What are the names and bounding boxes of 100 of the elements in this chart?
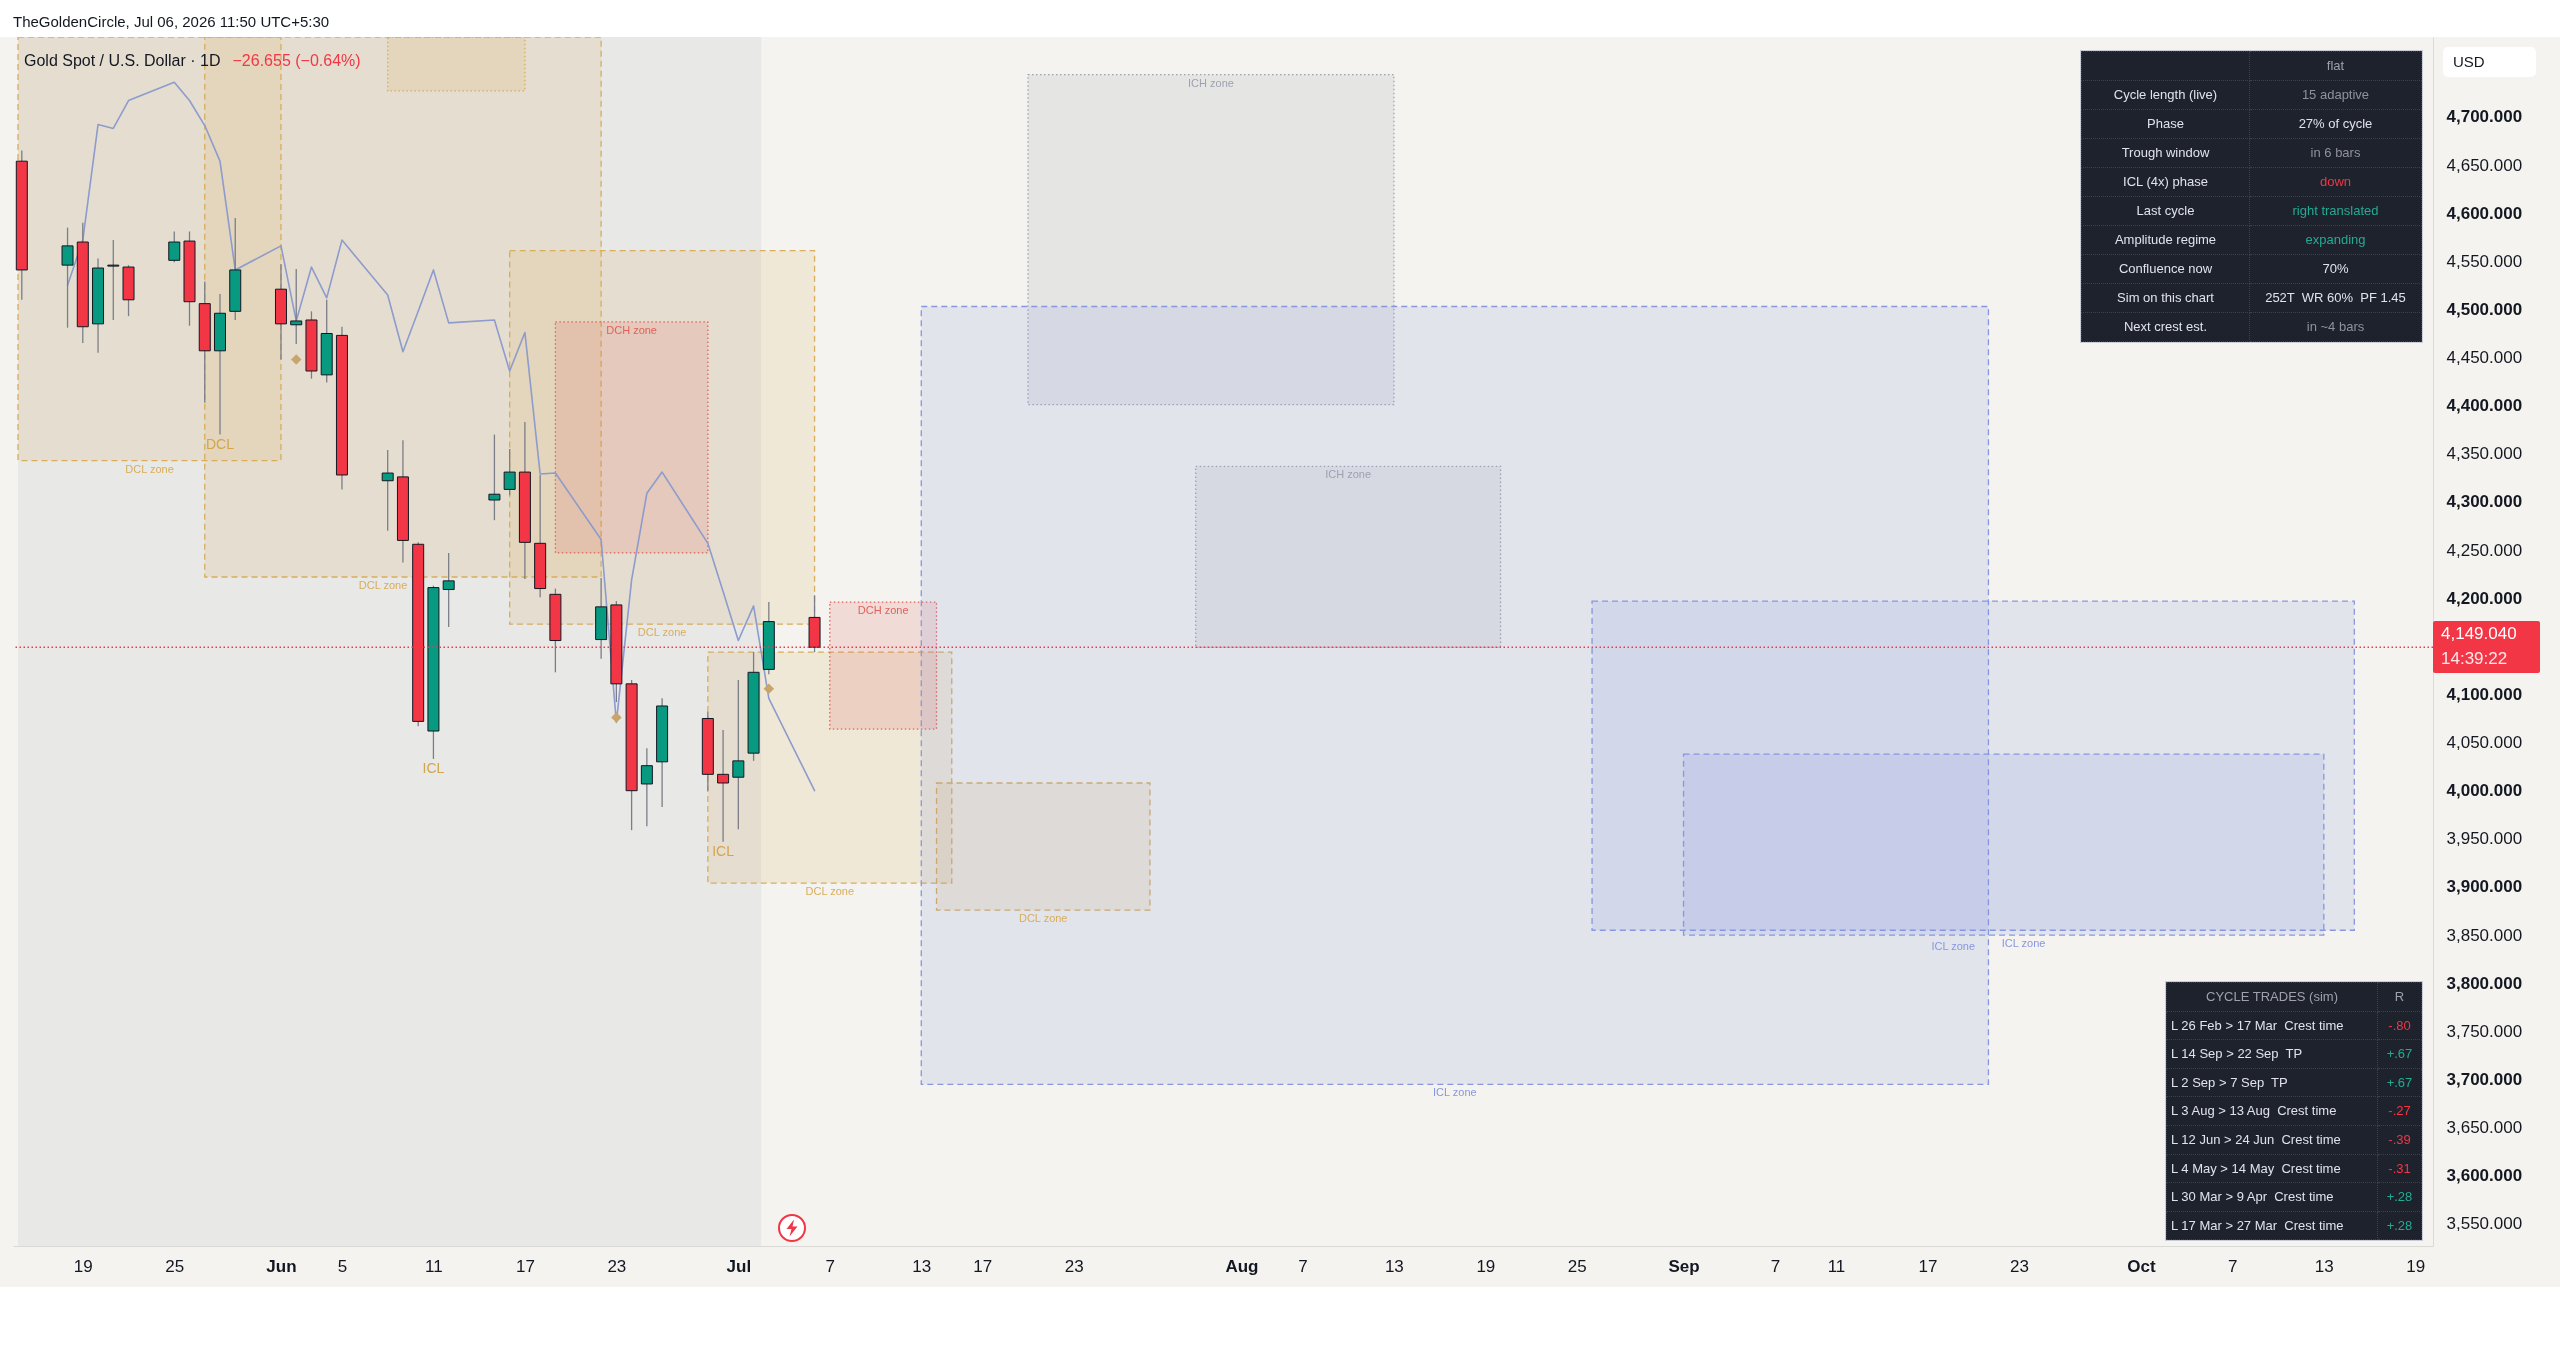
legend-label: DCL zone [358, 579, 408, 592]
legend-label: ICL zone [1931, 940, 1976, 953]
point [611, 712, 622, 723]
y-tick-label: 4,550.000 [2446, 251, 2523, 271]
text: 14:39:22 [2441, 648, 2509, 671]
text: 15 adaptive [2301, 87, 2370, 102]
category-label: L 2 Sep > 7 Sep TP [2171, 1074, 2288, 1090]
x-tick-label: Jul [726, 1256, 752, 1276]
category-label: ICL (4x) phase [2123, 174, 2208, 189]
x-tick-label: 19 [1476, 1256, 1496, 1276]
x-tick-label: 5 [337, 1256, 348, 1276]
y-tick-label: 4,050.000 [2446, 733, 2523, 753]
legend-label: DCH zone [857, 604, 909, 617]
legend-label: DCL zone [125, 462, 174, 475]
y-tick-label: 4,300.000 [2446, 492, 2523, 512]
candlestick [381, 449, 394, 532]
category-label: L 12 Jun > 24 Jun Crest time [2171, 1131, 2341, 1147]
legend-label: ICH zone [1188, 76, 1234, 89]
x-tick-label: 23 [1064, 1256, 1084, 1276]
x-tick-label: 13 [2314, 1256, 2334, 1276]
text: +.67 [2386, 1046, 2413, 1062]
x-tick-label: 25 [165, 1256, 185, 1276]
text: 70% [2322, 261, 2349, 276]
category-label: Last cycle [2136, 203, 2195, 218]
candlestick [717, 729, 730, 843]
line-series [66, 81, 816, 792]
text: +.67 [2386, 1074, 2413, 1090]
text: expanding [2305, 232, 2366, 247]
y-tick-label: 4,500.000 [2446, 299, 2523, 319]
text: -.27 [2388, 1103, 2411, 1119]
y-tick-label: 4,000.000 [2446, 781, 2523, 801]
point [763, 683, 775, 694]
y-tick-label: 4,100.000 [2446, 684, 2523, 704]
x-tick-label: 23 [2009, 1256, 2029, 1276]
text: -.80 [2388, 1017, 2411, 1033]
y-axis-title: USD [2443, 47, 2536, 77]
text: -.39 [2388, 1131, 2411, 1147]
y-tick-label: 4,250.000 [2446, 540, 2523, 560]
text: right translated [2292, 203, 2379, 218]
y-tick-label: 4,350.000 [2446, 444, 2523, 464]
category-label: Sim on this chart [2117, 290, 2214, 305]
x-tick-label: 17 [1918, 1256, 1938, 1276]
point [290, 354, 302, 365]
category-label: Phase [2147, 116, 2184, 131]
legend-label: ICH zone [1325, 468, 1372, 481]
x-tick-label: 23 [607, 1256, 627, 1276]
category-label: Cycle length (live) [2113, 87, 2218, 102]
y-tick-label: 4,600.000 [2446, 203, 2523, 223]
x-tick-label: Jun [266, 1256, 297, 1276]
category-label: L 3 Aug > 13 Aug Crest time [2171, 1103, 2337, 1119]
x-tick-label: 7 [1770, 1256, 1781, 1276]
y-tick-label: 3,800.000 [2446, 973, 2523, 993]
text: +.28 [2386, 1189, 2413, 1205]
category-label: flat [2249, 51, 2422, 81]
candlestick [732, 679, 745, 830]
x-tick-label: 25 [1567, 1256, 1587, 1276]
candlestick [168, 230, 181, 263]
x-tick-label: Oct [2127, 1256, 2156, 1276]
y-tick-label: 4,450.000 [2446, 348, 2523, 368]
text: TheGoldenCircle, Jul 06, 2026 11:50 UTC+5:30 [13, 13, 330, 30]
category-label: R [2377, 982, 2422, 1012]
legend-label: DCL zone [805, 885, 855, 898]
category-label: L 30 Mar > 9 Apr Crest time [2171, 1189, 2334, 1205]
x-tick-label: 17 [515, 1256, 535, 1276]
annotation: ICL [422, 759, 445, 776]
text: in 6 bars [2310, 145, 2361, 160]
text: Gold Spot / U.S. Dollar · 1D [24, 52, 221, 69]
x-tick-label: 13 [1384, 1256, 1404, 1276]
x-tick-label: 11 [425, 1256, 443, 1276]
y-tick-label: 4,400.000 [2446, 396, 2523, 416]
candlestick [442, 552, 455, 628]
y-tick-label: 4,200.000 [2446, 588, 2523, 608]
text: 27% of cycle [2298, 116, 2373, 131]
annotation: ICL [712, 842, 735, 859]
legend-label: ICL zone [1433, 1086, 1477, 1099]
category-label: Trough window [2121, 145, 2210, 160]
text: −26.655 (−0.64%) [232, 52, 361, 69]
category-label: L 14 Sep > 22 Sep TP [2171, 1046, 2303, 1062]
x-tick-label: 17 [973, 1256, 993, 1276]
ref-line-label: 4,149.040 [2441, 623, 2518, 646]
x-tick-label: 7 [2228, 1256, 2238, 1276]
x-tick-label: 19 [2406, 1256, 2426, 1276]
text: -.31 [2388, 1160, 2411, 1176]
legend-label: ICL zone [2001, 937, 2046, 950]
legend-label: DCL zone [1018, 912, 1068, 925]
y-tick-label: 3,550.000 [2446, 1214, 2523, 1234]
category-label: Next crest est. [2123, 319, 2208, 334]
x-tick-label: 11 [1827, 1256, 1846, 1276]
y-tick-label: 3,900.000 [2446, 877, 2523, 897]
text: 252T WR 60% PF 1.45 [2265, 290, 2406, 305]
candlestick [488, 433, 501, 521]
category-label: L 26 Feb > 17 Mar Crest time [2171, 1017, 2344, 1033]
y-tick-label: 4,650.000 [2446, 155, 2523, 175]
category-label: CYCLE TRADES (sim) [2166, 982, 2378, 1012]
candlestick [61, 226, 74, 329]
annotation: DCL [205, 435, 235, 452]
candlestick [107, 239, 120, 321]
x-tick-label: Sep [1668, 1256, 1700, 1276]
legend-label: DCH zone [606, 323, 657, 336]
x-tick-label: 7 [825, 1256, 836, 1276]
